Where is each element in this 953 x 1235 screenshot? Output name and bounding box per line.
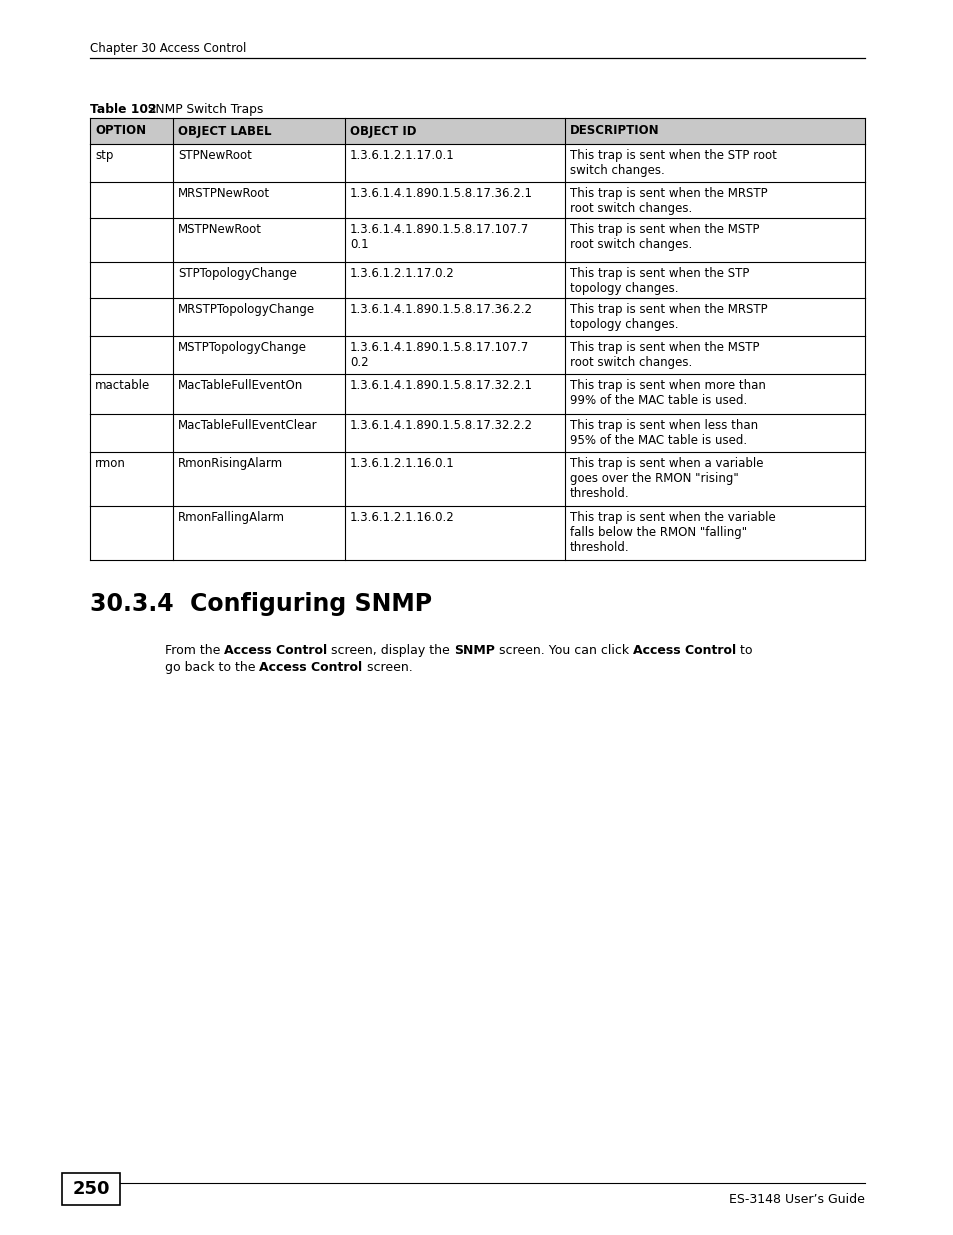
Text: This trap is sent when the MSTP
root switch changes.: This trap is sent when the MSTP root swi…	[570, 341, 759, 369]
Text: 1.3.6.1.2.1.16.0.2: 1.3.6.1.2.1.16.0.2	[350, 511, 455, 524]
Text: This trap is sent when the MRSTP
root switch changes.: This trap is sent when the MRSTP root sw…	[570, 186, 767, 215]
Text: 250: 250	[72, 1179, 110, 1198]
Text: 1.3.6.1.4.1.890.1.5.8.17.107.7
0.1: 1.3.6.1.4.1.890.1.5.8.17.107.7 0.1	[350, 224, 529, 251]
Text: OPTION: OPTION	[95, 125, 146, 137]
Text: This trap is sent when the STP
topology changes.: This trap is sent when the STP topology …	[570, 267, 749, 295]
Text: Access Control: Access Control	[633, 643, 736, 657]
Bar	[90, 119, 864, 144]
Text: MSTPNewRoot: MSTPNewRoot	[178, 224, 262, 236]
Text: This trap is sent when a variable
goes over the RMON "rising"
threshold.: This trap is sent when a variable goes o…	[570, 457, 762, 500]
Text: 30.3.4  Configuring SNMP: 30.3.4 Configuring SNMP	[90, 592, 432, 616]
Text: rmon: rmon	[95, 457, 126, 471]
Text: This trap is sent when the STP root
switch changes.: This trap is sent when the STP root swit…	[570, 149, 776, 177]
Text: 1.3.6.1.4.1.890.1.5.8.17.32.2.1: 1.3.6.1.4.1.890.1.5.8.17.32.2.1	[350, 379, 533, 391]
Text: This trap is sent when the MSTP
root switch changes.: This trap is sent when the MSTP root swi…	[570, 224, 759, 251]
Text: This trap is sent when more than
99% of the MAC table is used.: This trap is sent when more than 99% of …	[570, 379, 765, 408]
Text: screen, display the: screen, display the	[327, 643, 454, 657]
Text: STPNewRoot: STPNewRoot	[178, 149, 252, 162]
Text: SNMP: SNMP	[454, 643, 495, 657]
Bar	[62, 1173, 120, 1205]
Text: 1.3.6.1.4.1.890.1.5.8.17.32.2.2: 1.3.6.1.4.1.890.1.5.8.17.32.2.2	[350, 419, 533, 432]
Text: mactable: mactable	[95, 379, 150, 391]
Text: ES-3148 User’s Guide: ES-3148 User’s Guide	[728, 1193, 864, 1207]
Text: 1.3.6.1.4.1.890.1.5.8.17.36.2.2: 1.3.6.1.4.1.890.1.5.8.17.36.2.2	[350, 303, 533, 316]
Text: screen.: screen.	[362, 661, 412, 674]
Text: RmonFallingAlarm: RmonFallingAlarm	[178, 511, 285, 524]
Text: RmonRisingAlarm: RmonRisingAlarm	[178, 457, 283, 471]
Text: Access Control: Access Control	[224, 643, 327, 657]
Text: SNMP Switch Traps: SNMP Switch Traps	[140, 103, 263, 116]
Text: 1.3.6.1.2.1.17.0.2: 1.3.6.1.2.1.17.0.2	[350, 267, 455, 280]
Text: OBJECT ID: OBJECT ID	[350, 125, 416, 137]
Text: Chapter 30 Access Control: Chapter 30 Access Control	[90, 42, 246, 56]
Text: go back to the: go back to the	[165, 661, 259, 674]
Text: DESCRIPTION: DESCRIPTION	[570, 125, 659, 137]
Text: 1.3.6.1.4.1.890.1.5.8.17.107.7
0.2: 1.3.6.1.4.1.890.1.5.8.17.107.7 0.2	[350, 341, 529, 369]
Text: OBJECT LABEL: OBJECT LABEL	[178, 125, 272, 137]
Text: This trap is sent when the MRSTP
topology changes.: This trap is sent when the MRSTP topolog…	[570, 303, 767, 331]
Text: STPTopologyChange: STPTopologyChange	[178, 267, 296, 280]
Text: From the: From the	[165, 643, 224, 657]
Text: 1.3.6.1.4.1.890.1.5.8.17.36.2.1: 1.3.6.1.4.1.890.1.5.8.17.36.2.1	[350, 186, 533, 200]
Text: This trap is sent when the variable
falls below the RMON "falling"
threshold.: This trap is sent when the variable fall…	[570, 511, 775, 555]
Text: 1.3.6.1.2.1.16.0.1: 1.3.6.1.2.1.16.0.1	[350, 457, 455, 471]
Text: MRSTPTopologyChange: MRSTPTopologyChange	[178, 303, 314, 316]
Text: to: to	[736, 643, 752, 657]
Text: 1.3.6.1.2.1.17.0.1: 1.3.6.1.2.1.17.0.1	[350, 149, 455, 162]
Text: This trap is sent when less than
95% of the MAC table is used.: This trap is sent when less than 95% of …	[570, 419, 758, 447]
Text: MRSTPNewRoot: MRSTPNewRoot	[178, 186, 270, 200]
Text: MSTPTopologyChange: MSTPTopologyChange	[178, 341, 307, 354]
Text: stp: stp	[95, 149, 113, 162]
Text: MacTableFullEventClear: MacTableFullEventClear	[178, 419, 317, 432]
Text: Table 102: Table 102	[90, 103, 156, 116]
Text: MacTableFullEventOn: MacTableFullEventOn	[178, 379, 303, 391]
Text: Access Control: Access Control	[259, 661, 362, 674]
Text: screen. You can click: screen. You can click	[495, 643, 633, 657]
